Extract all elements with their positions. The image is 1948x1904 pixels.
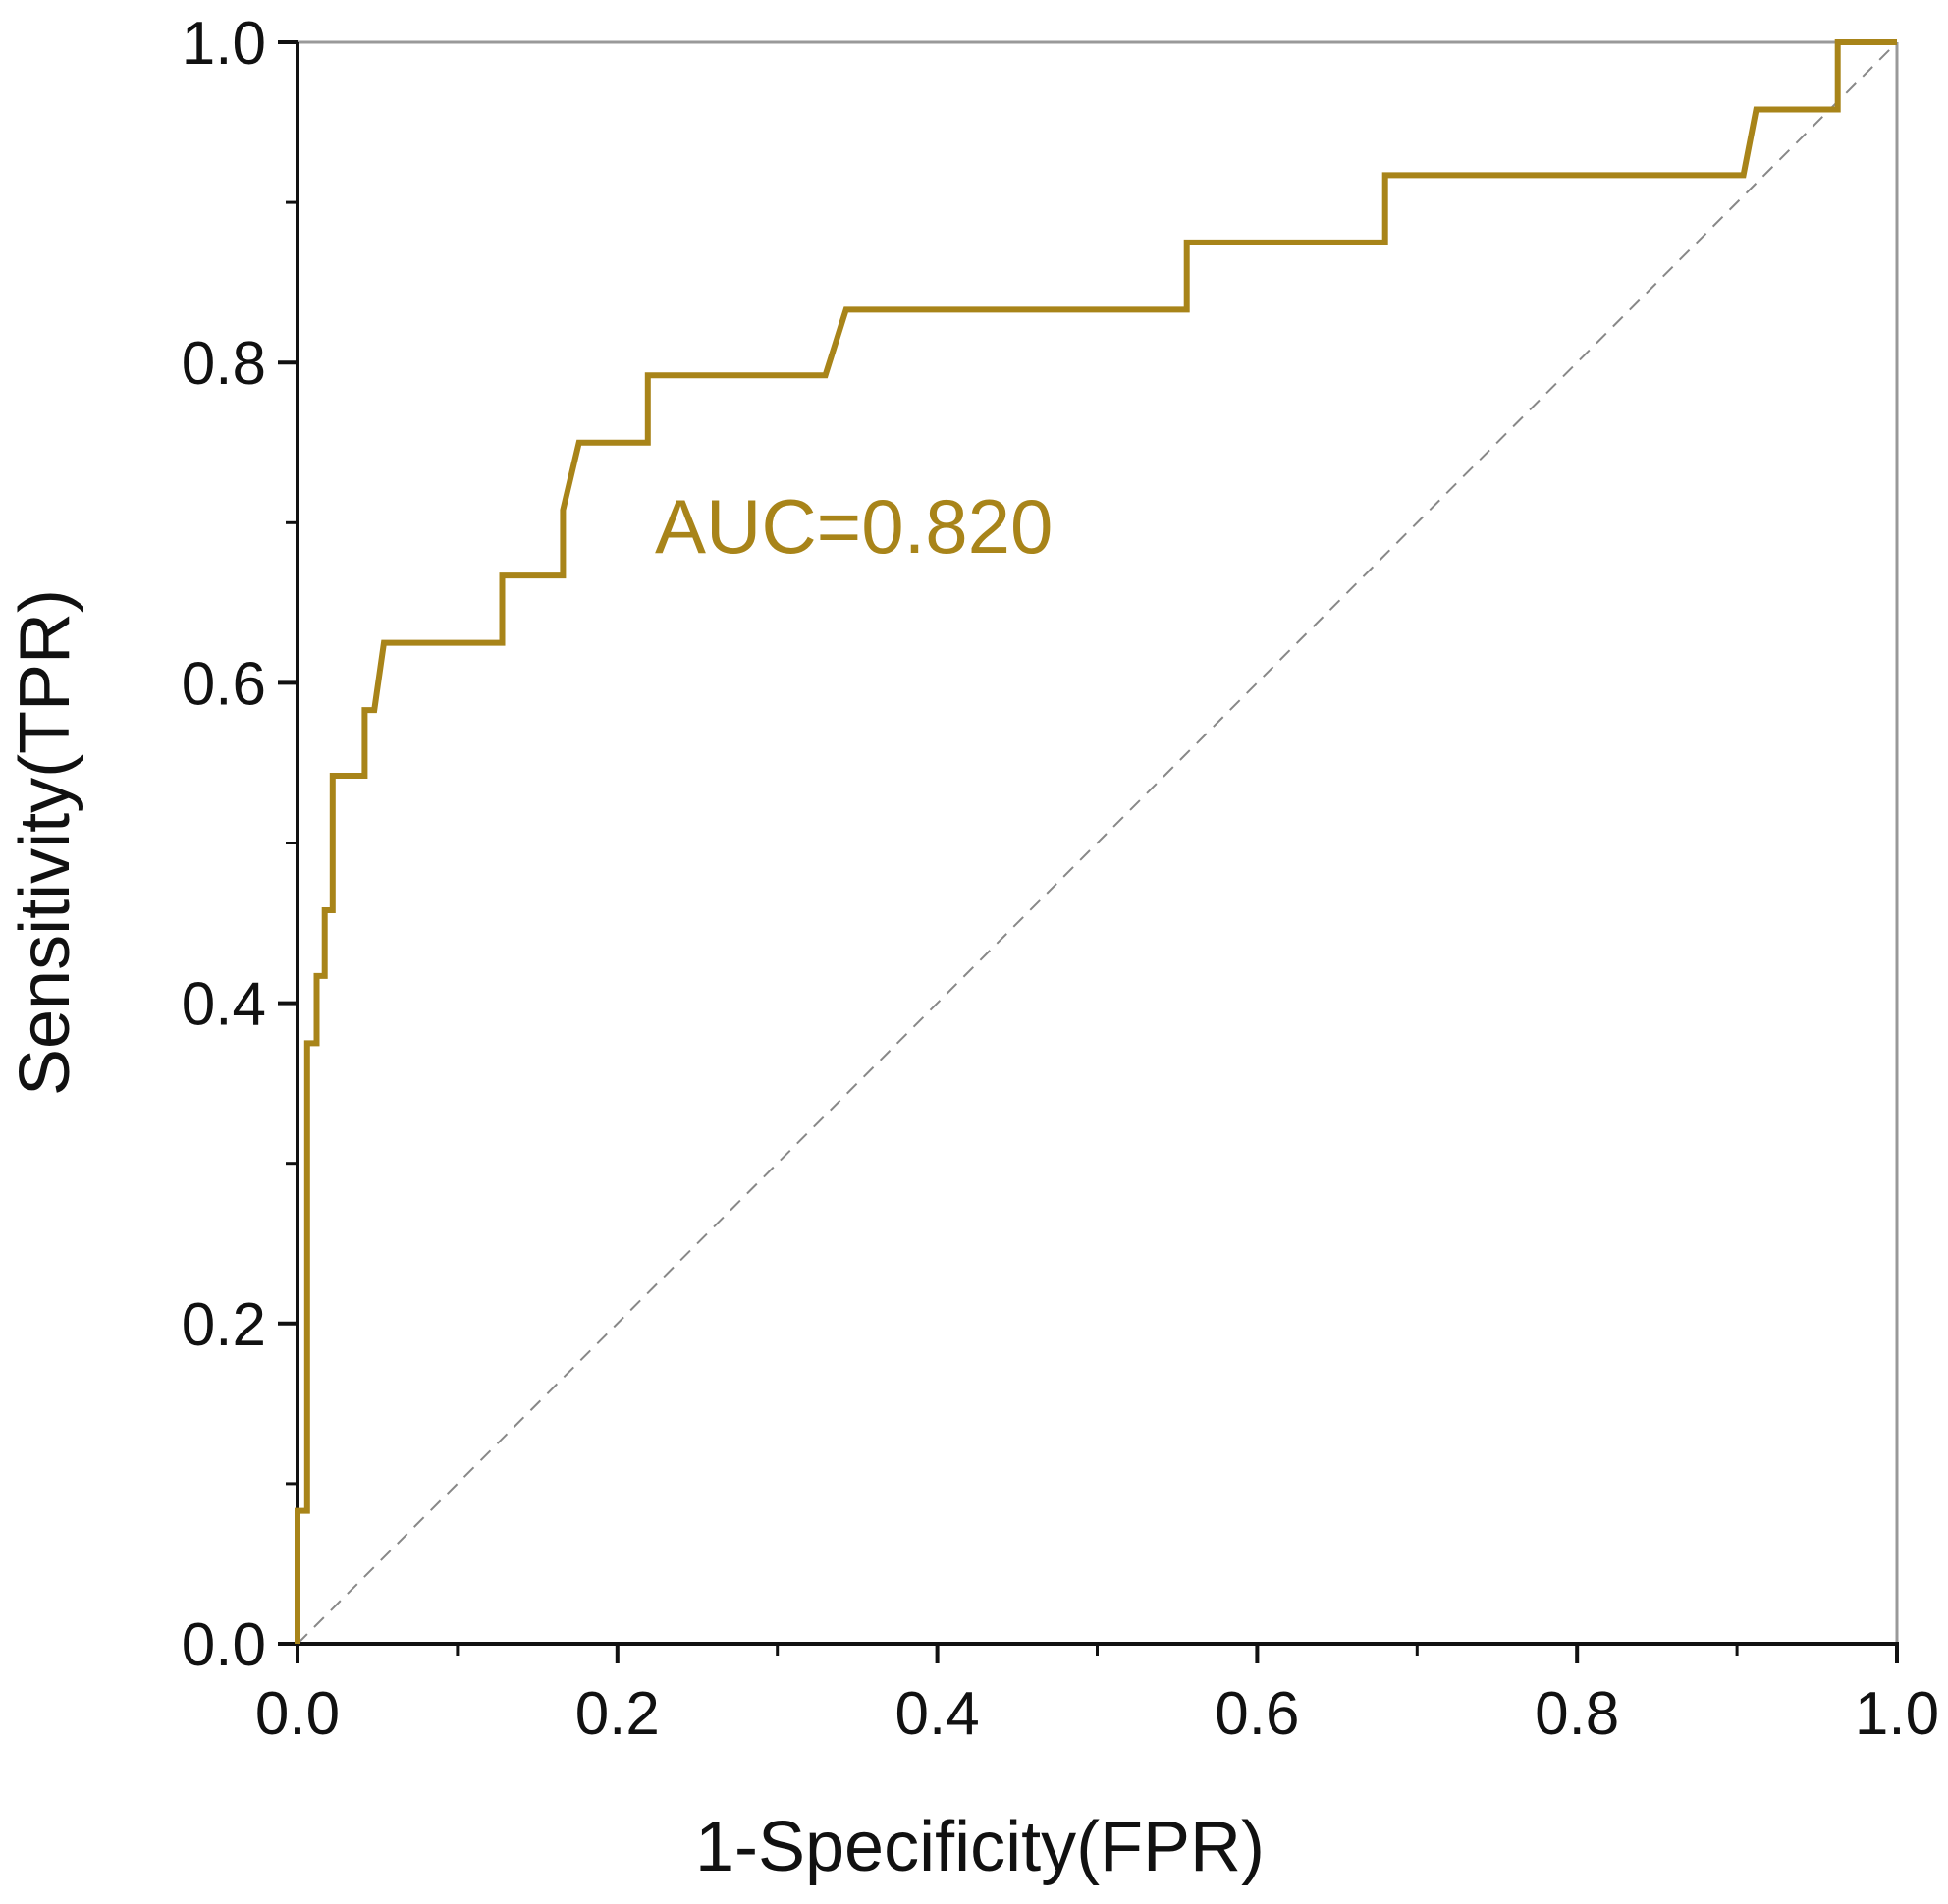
y-tick-label: 0.0 (182, 1611, 266, 1679)
auc-annotation: AUC=0.820 (655, 483, 1053, 570)
y-tick-label: 0.2 (182, 1291, 266, 1359)
x-tick-label: 0.4 (894, 1680, 979, 1748)
y-axis-title: Sensitivity(TPR) (6, 589, 84, 1096)
axis-ticks (278, 40, 1899, 1663)
x-tick-label: 0.8 (1535, 1680, 1619, 1748)
x-tick-label: 1.0 (1855, 1680, 1939, 1748)
roc-curve (295, 39, 1897, 1644)
y-tick-label: 0.8 (182, 330, 266, 398)
y-tick-label: 0.4 (182, 971, 266, 1039)
x-tick-label: 0.0 (255, 1680, 340, 1748)
x-axis-title: 1-Specificity(FPR) (695, 1808, 1265, 1886)
y-tick-label: 0.6 (182, 650, 266, 718)
x-tick-label: 0.2 (575, 1680, 660, 1748)
diagonal-reference-line (297, 41, 1898, 1645)
tick-labels: 0.0 0.2 0.4 0.6 0.8 1.0 0.0 0.2 0.4 0.6 0.8 1.0 (182, 10, 1939, 1748)
y-tick-label: 1.0 (182, 10, 266, 78)
x-tick-label: 0.6 (1215, 1680, 1299, 1748)
